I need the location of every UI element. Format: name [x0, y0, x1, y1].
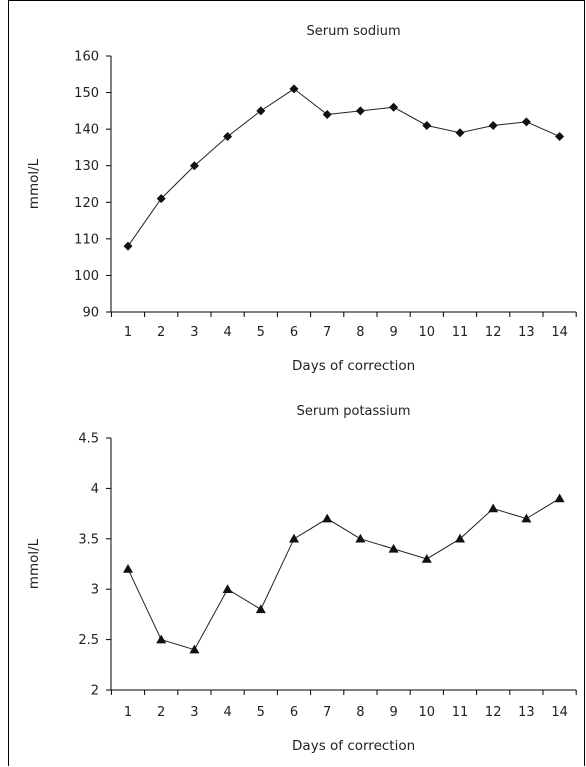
sodium-y-tick-label: 160	[74, 50, 99, 65]
potassium-data-point	[455, 533, 465, 543]
sodium-y-tick-label: 130	[74, 159, 99, 174]
sodium-x-tick-label: 10	[419, 325, 436, 340]
potassium-data-point	[521, 513, 532, 523]
sodium-y-tick-label: 100	[74, 269, 99, 284]
figure-frame	[8, 0, 585, 766]
sodium-x-axis-label: Days of correction	[292, 358, 415, 374]
potassium-data-point	[222, 584, 233, 593]
potassium-y-tick-label: 3.5	[78, 532, 99, 547]
sodium-y-tick-label: 110	[74, 232, 99, 247]
potassium-x-tick-label: 5	[257, 705, 265, 720]
sodium-data-point	[455, 128, 465, 138]
sodium-x-tick-label: 2	[157, 325, 165, 340]
sodium-y-tick-label: 150	[74, 86, 99, 101]
potassium-x-tick-label: 10	[419, 705, 436, 720]
potassium-series-line	[127, 498, 560, 651]
potassium-y-axis-label: mmol/L	[26, 538, 42, 589]
sodium-x-tick-label: 14	[551, 325, 568, 340]
sodium-x-tick-label: 13	[518, 325, 535, 340]
potassium-data-point	[488, 503, 499, 513]
potassium-chart-title: Serum potassium	[297, 404, 411, 419]
sodium-x-tick-label: 1	[124, 325, 132, 340]
sodium-y-axis-label: mmol/L	[26, 158, 42, 209]
potassium-x-tick-label: 12	[485, 705, 502, 720]
potassium-x-tick-label: 11	[452, 705, 469, 720]
sodium-data-point	[223, 131, 233, 141]
potassium-y-tick-label: 4.5	[78, 432, 99, 447]
sodium-x-tick-label: 7	[323, 325, 331, 340]
potassium-x-tick-label: 2	[157, 705, 165, 720]
sodium-chart-title: Serum sodium	[307, 24, 401, 39]
sodium-data-point	[555, 131, 565, 141]
sodium-x-tick-label: 3	[190, 325, 198, 340]
potassium-x-tick-label: 1	[124, 705, 132, 720]
sodium-data-point	[488, 120, 498, 130]
sodium-y-tick-label: 90	[82, 306, 99, 321]
potassium-data-point	[355, 533, 366, 543]
potassium-x-tick-label: 14	[551, 705, 568, 720]
sodium-x-tick-label: 12	[485, 325, 502, 340]
potassium-x-tick-label: 3	[190, 705, 198, 720]
potassium-data-point	[255, 604, 266, 614]
sodium-data-point	[422, 120, 432, 130]
potassium-y-tick-label: 4	[91, 482, 99, 497]
sodium-x-tick-label: 8	[356, 325, 364, 340]
sodium-x-tick-label: 5	[257, 325, 265, 340]
sodium-x-tick-label: 4	[223, 325, 231, 340]
sodium-data-point	[389, 102, 399, 112]
potassium-x-tick-label: 4	[223, 705, 231, 720]
potassium-y-tick-label: 2.5	[78, 633, 99, 648]
sodium-data-point	[256, 106, 266, 116]
potassium-data-point	[554, 493, 565, 503]
potassium-x-tick-label: 6	[290, 705, 298, 720]
sodium-data-point	[289, 84, 299, 94]
potassium-data-point	[421, 553, 432, 563]
sodium-data-point	[156, 194, 166, 204]
sodium-data-point	[322, 110, 332, 120]
sodium-x-tick-label: 6	[290, 325, 298, 340]
potassium-data-point	[388, 543, 399, 553]
potassium-data-point	[322, 513, 333, 523]
sodium-data-point	[355, 106, 365, 116]
sodium-series-line	[127, 88, 560, 247]
potassium-data-point	[289, 533, 299, 543]
sodium-y-tick-label: 140	[74, 123, 99, 138]
sodium-data-point	[123, 241, 133, 251]
sodium-data-point	[521, 117, 531, 127]
potassium-y-tick-label: 3	[91, 583, 99, 598]
potassium-x-tick-label: 8	[356, 705, 364, 720]
potassium-y-tick-label: 2	[91, 684, 99, 699]
potassium-data-point	[189, 644, 200, 654]
potassium-data-point	[156, 634, 167, 644]
sodium-y-tick-label: 120	[74, 196, 99, 211]
potassium-x-tick-label: 7	[323, 705, 331, 720]
sodium-data-point	[189, 161, 199, 171]
potassium-x-tick-label: 13	[518, 705, 535, 720]
sodium-x-tick-label: 11	[452, 325, 469, 340]
potassium-x-tick-label: 9	[389, 705, 397, 720]
potassium-data-point	[123, 564, 133, 573]
sodium-x-tick-label: 9	[389, 325, 397, 340]
potassium-x-axis-label: Days of correction	[292, 738, 415, 754]
